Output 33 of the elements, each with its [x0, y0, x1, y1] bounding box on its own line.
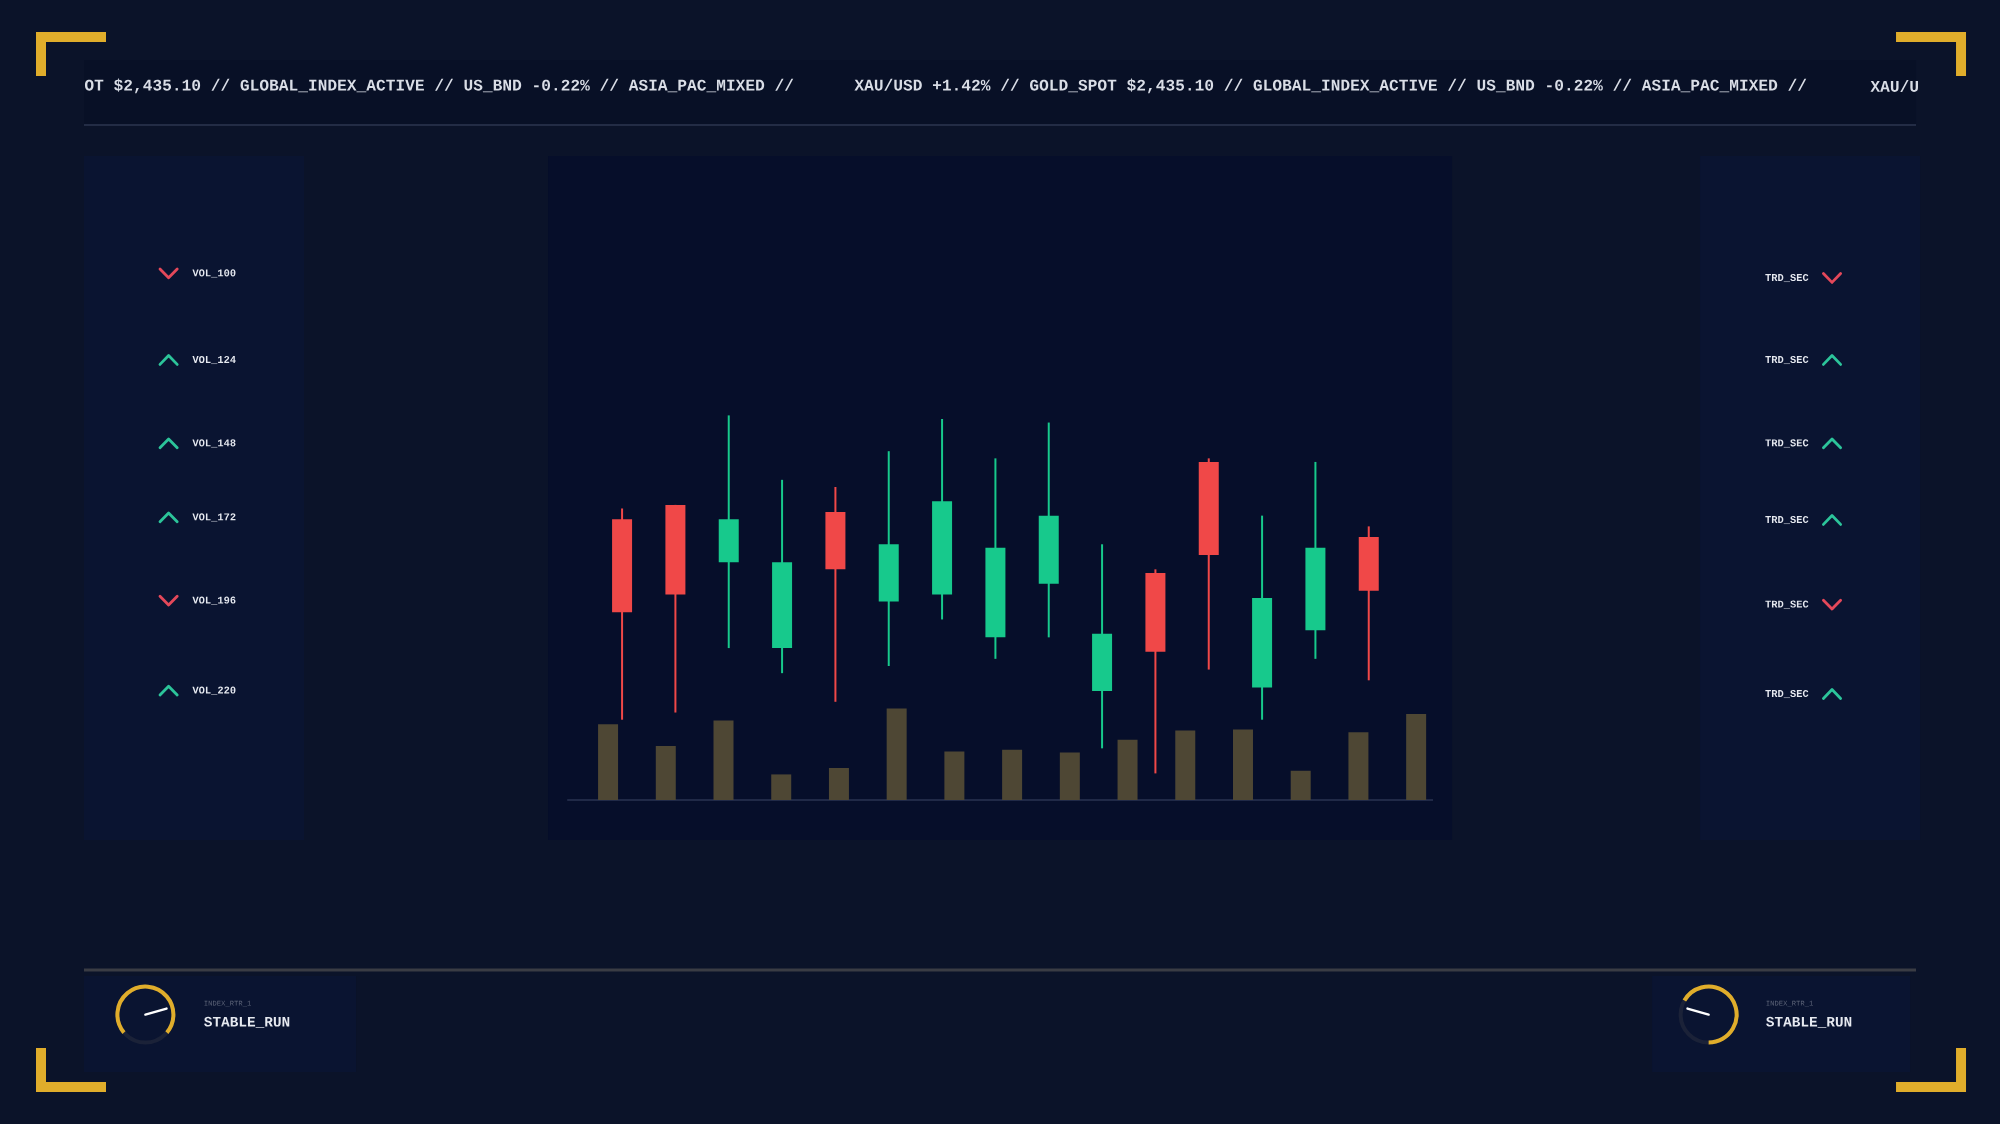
bar: [828, 768, 849, 800]
candlestick: [1252, 514, 1273, 721]
bar: [1348, 732, 1369, 800]
candlestick: [1198, 457, 1219, 671]
text: XAU/U: [1870, 80, 1918, 92]
text: OT $2,435.10 // GLOBAL_INDEX_ACTIVE // US_BND -0.22% // ASIA_PAC_MIXED //: [84, 78, 794, 94]
text: XAU/USD +1.42% // GOLD_SPOT $2,435.10 // GLOBAL_INDEX_ACTIVE // US_BND -0.22% // ASIA_PAC_MIXED //: [854, 78, 1807, 94]
candlestick: [825, 485, 846, 703]
bar: [1002, 749, 1023, 800]
candlestick: [985, 457, 1006, 660]
candlestick: [1038, 421, 1059, 639]
bar: [1117, 739, 1138, 800]
candlestick: [1358, 525, 1379, 682]
bar: [1232, 729, 1253, 800]
bar: [944, 751, 965, 800]
bar: [1290, 770, 1311, 800]
candlestick: [665, 503, 686, 714]
bar: [886, 708, 907, 800]
candlestick: [1305, 460, 1326, 660]
candlestick: [718, 414, 739, 650]
candlestick: [1092, 543, 1113, 750]
candlestick: [772, 478, 793, 675]
bar: [771, 774, 792, 800]
bar: [1059, 752, 1080, 800]
candlestick: [1145, 568, 1166, 775]
bar: [655, 746, 676, 800]
bar: [598, 724, 619, 800]
bar: [1175, 730, 1196, 800]
bar: [1406, 714, 1427, 800]
candlestick: [932, 417, 953, 621]
candlestick: [612, 507, 633, 721]
candlestick: [878, 450, 899, 667]
bar: [713, 720, 734, 800]
